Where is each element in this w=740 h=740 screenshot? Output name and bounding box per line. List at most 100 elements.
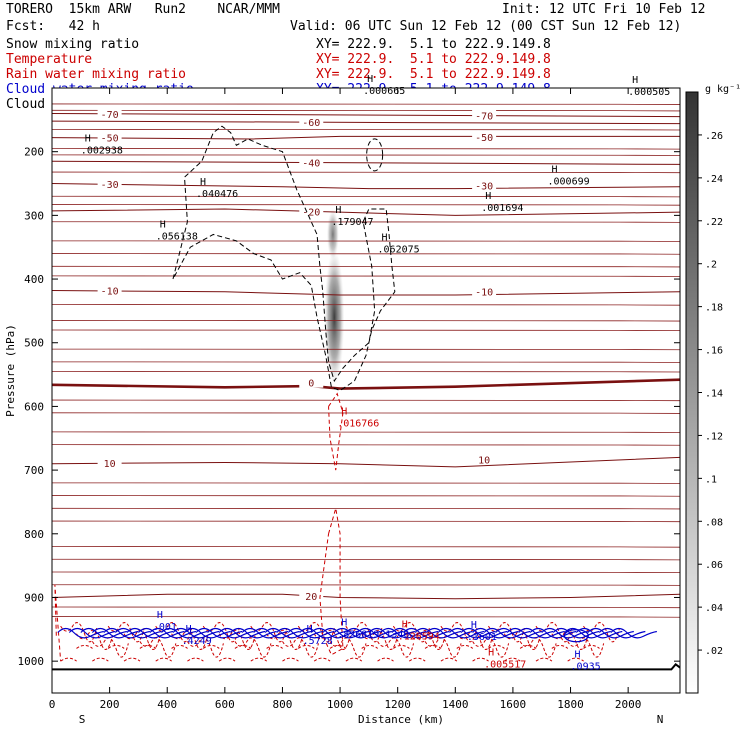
contour-label-bg <box>299 116 324 128</box>
colorbar-tick-label: .1 <box>705 474 717 485</box>
y-tick-label: 800 <box>24 528 44 541</box>
temperature-contour <box>51 183 681 190</box>
legend-field-name: Snow mixing ratio <box>6 37 140 52</box>
temperature-contour-label: -10 <box>101 287 119 298</box>
temperature-contour-label: -60 <box>302 118 320 129</box>
colorbar-tick-label: .22 <box>705 217 723 228</box>
maximum-value-label: .056138 <box>156 232 198 243</box>
colorbar-unit: g kg⁻¹ <box>705 84 740 95</box>
x-tick-label: 400 <box>157 698 177 711</box>
init-time: Init: 12 UTC Fri 10 Feb 12 <box>502 2 706 17</box>
isotherm-line <box>51 584 681 586</box>
south-end-label: S <box>79 713 86 726</box>
cloud-water-contour <box>563 629 589 643</box>
isotherm-line <box>51 482 681 484</box>
isotherm-line <box>51 495 681 497</box>
temperature-contour-label: -20 <box>302 207 320 218</box>
temperature-contour-label: -10 <box>475 287 493 298</box>
maximum-marker: H <box>85 134 91 145</box>
plot-frame <box>51 87 681 694</box>
legend-field-name: Rain water mixing ratio <box>6 67 187 82</box>
x-axis-label: Distance (km) <box>358 713 444 726</box>
maximum-marker: H <box>186 624 192 635</box>
y-tick-label: 600 <box>24 400 44 413</box>
isotherm-line <box>51 221 681 223</box>
contour-label-bg <box>472 179 497 191</box>
maximum-value-label: .3601 <box>467 632 497 643</box>
x-tick-label: 1200 <box>384 698 411 711</box>
maximum-marker: H <box>632 75 638 86</box>
temperature-contour <box>51 160 681 165</box>
isotherm-line <box>51 616 681 618</box>
isotherm-line <box>51 444 681 446</box>
temperature-contour <box>51 135 680 140</box>
x-tick-label: 0 <box>49 698 56 711</box>
contour-label-bg <box>299 156 324 168</box>
maximum-marker: H <box>341 618 347 629</box>
snow-mixing-contour <box>366 138 384 172</box>
isotherm-line <box>51 128 681 131</box>
y-tick-label: 700 <box>24 464 44 477</box>
isotherm-line <box>51 507 681 510</box>
x-tick-label: 1000 <box>327 698 354 711</box>
maximum-marker: H <box>575 650 581 661</box>
colorbar-tick-label: .26 <box>705 131 723 142</box>
temperature-contour-label: 10 <box>478 455 490 466</box>
terrain-line <box>52 662 681 671</box>
model-title: TORERO 15km ARW Run2 NCAR/MMM <box>6 2 280 17</box>
temperature-contour <box>51 290 681 296</box>
maximum-value-label: .001694 <box>481 203 523 214</box>
isotherm-line <box>51 320 681 322</box>
rain-left-edge <box>54 584 62 662</box>
isotherm-line <box>51 148 681 150</box>
isotherm-line <box>51 109 681 112</box>
isotherm-line <box>51 103 681 105</box>
isotherm-line <box>51 240 681 242</box>
isotherm-line <box>51 520 681 523</box>
cloud-water-contours <box>57 627 657 639</box>
legend-field-xy: XY= 222.9. 5.1 to 222.9.149.8 <box>316 37 551 52</box>
legend-field-xy: XY= 222.9. 5.1 to 222.9.149.8 <box>316 67 551 82</box>
y-tick-label: 400 <box>24 273 44 286</box>
valid-time: Valid: 06 UTC Sun 12 Feb 12 (00 CST Sun … <box>290 19 682 34</box>
maximum-marker: H <box>382 232 388 243</box>
rain-mixing-contour <box>328 392 344 471</box>
x-tick-label: 1600 <box>500 698 527 711</box>
contour-label-bg <box>97 131 122 143</box>
maximum-marker: H <box>307 624 313 635</box>
maximum-value-label: .005517 <box>484 660 526 671</box>
temperature-contour-label: -50 <box>475 133 493 144</box>
maximum-marker: H <box>200 177 206 188</box>
colorbar-tick-label: .14 <box>705 389 723 400</box>
temperature-contour-label: -30 <box>475 182 493 193</box>
isotherm-line <box>51 195 681 198</box>
x-tick-label: 600 <box>215 698 235 711</box>
maximum-value-label: .002938 <box>81 146 123 157</box>
isotherm-line <box>51 571 681 574</box>
maximum-marker: H <box>551 164 557 175</box>
contour-label-bg <box>97 177 122 189</box>
temperature-contour <box>51 208 681 216</box>
colorbar-tick-label: .02 <box>705 646 723 657</box>
temperature-contour-label: -70 <box>475 112 493 123</box>
legend-field-name: Temperature <box>6 52 93 67</box>
contour-label-bg <box>97 284 122 296</box>
contour-label-bg <box>97 107 122 119</box>
maximum-value-label: .826819.1346 <box>337 630 409 641</box>
temperature-contour-label: 10 <box>104 459 116 470</box>
temperature-contour <box>51 120 681 125</box>
temperature-contour <box>51 112 681 118</box>
y-tick-label: 500 <box>24 337 44 350</box>
maximum-marker: H <box>402 620 408 631</box>
maximum-value-label: .000505 <box>628 87 670 98</box>
maximum-marker: H <box>471 620 477 631</box>
isotherm-line <box>51 348 681 351</box>
x-tick-label: 1800 <box>557 698 584 711</box>
forecast-hour: Fcst: 42 h <box>6 19 100 34</box>
isotherm-line <box>51 412 681 414</box>
isotherm-line <box>51 275 681 277</box>
isotherm-line <box>51 253 681 255</box>
x-tick-label: 2000 <box>615 698 642 711</box>
colorbar-tick-label: .18 <box>705 303 723 314</box>
contour-label-bg <box>472 130 497 142</box>
